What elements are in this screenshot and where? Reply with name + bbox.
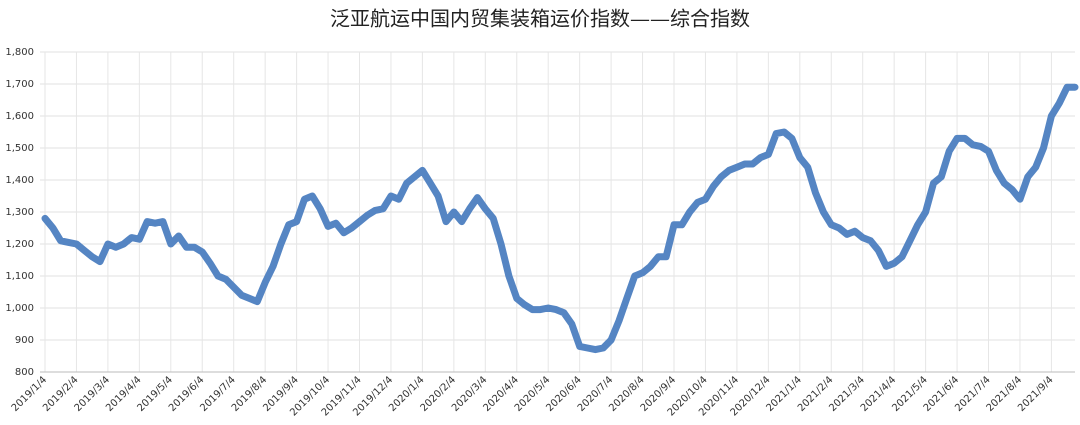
- y-tick-label: 1,100: [5, 271, 34, 282]
- y-tick-label: 1,500: [5, 143, 34, 154]
- series-line: [41, 83, 1079, 354]
- y-tick-label: 1,800: [5, 47, 34, 58]
- chart-title: 泛亚航运中国内贸集装箱运价指数——综合指数: [330, 7, 750, 31]
- y-tick-label: 1,400: [5, 175, 34, 186]
- y-tick-label: 1,200: [5, 239, 34, 250]
- y-tick-label: 1,000: [5, 303, 34, 314]
- y-tick-label: 800: [15, 367, 34, 378]
- y-tick-label: 1,600: [5, 111, 34, 122]
- y-tick-label: 1,700: [5, 79, 34, 90]
- y-tick-label: 900: [15, 335, 34, 346]
- y-tick-label: 1,300: [5, 207, 34, 218]
